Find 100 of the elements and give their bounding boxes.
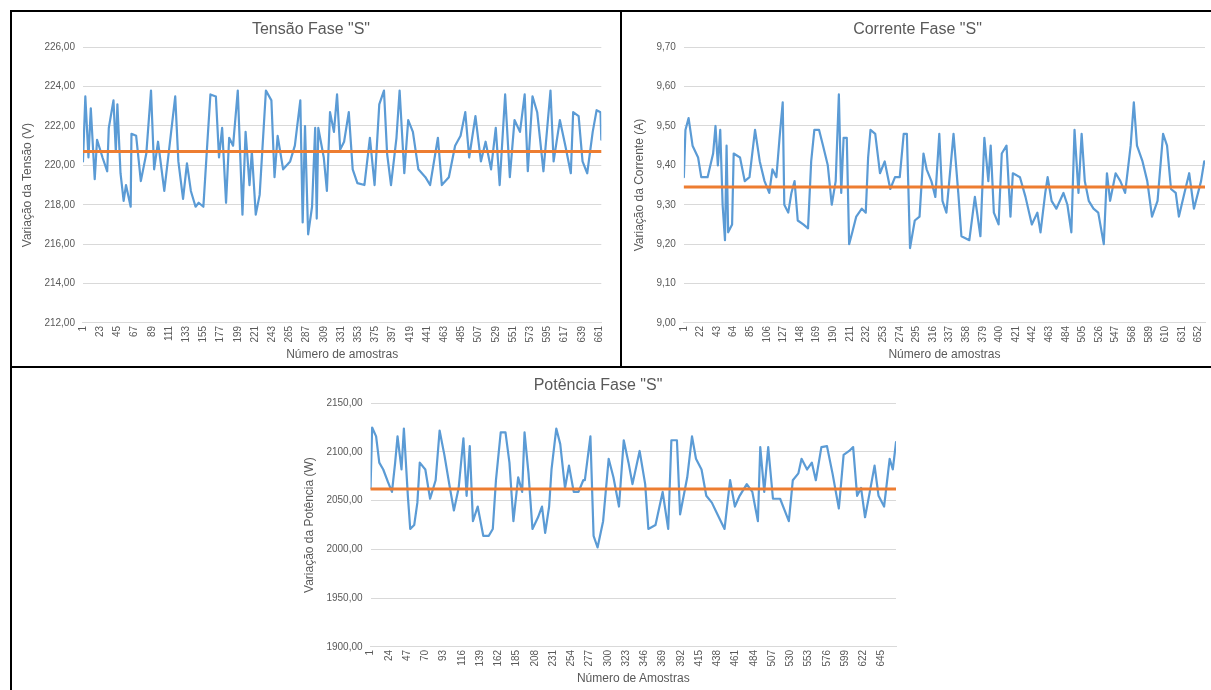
x-tick-label: 300 — [601, 649, 613, 667]
x-tick-label: 1 — [76, 325, 88, 332]
x-tick-label: 287 — [300, 325, 312, 343]
x-tick-label: 507 — [472, 325, 484, 343]
x-tick-label: 148 — [793, 325, 805, 343]
x-tick-label: 1 — [677, 325, 689, 332]
x-tick-label: 211 — [843, 325, 855, 342]
x-tick-label: 438 — [711, 649, 723, 667]
y-axis-title: Variação da Tensão (V) — [19, 122, 34, 248]
x-tick-label: 185 — [510, 649, 522, 667]
x-tick-label: 463 — [437, 325, 449, 343]
y-tick-label: 9,40 — [656, 159, 677, 171]
x-tick-label: 599 — [838, 649, 850, 667]
x-tick-label: 547 — [1109, 325, 1121, 343]
x-tick-label: 421 — [1009, 325, 1021, 343]
chart-title: Corrente Fase "S" — [853, 20, 982, 38]
x-tick-label: 106 — [760, 325, 772, 343]
y-tick-label: 220,00 — [44, 159, 76, 171]
x-tick-label: 353 — [351, 325, 363, 343]
x-tick-label: 441 — [420, 325, 432, 343]
y-tick-label: 1900,00 — [326, 640, 363, 652]
x-tick-label: 127 — [777, 325, 789, 343]
x-tick-label: 379 — [976, 325, 988, 343]
x-tick-label: 23 — [93, 325, 105, 338]
x-axis-title: Número de amostras — [888, 347, 1001, 362]
x-tick-label: 45 — [111, 325, 123, 338]
y-tick-label: 2000,00 — [326, 543, 363, 555]
x-tick-label: 392 — [674, 649, 686, 667]
y-tick-label: 214,00 — [44, 277, 76, 289]
x-tick-label: 397 — [386, 325, 398, 343]
x-tick-label: 573 — [523, 325, 535, 343]
y-axis-title: Variação da Corrente (A) — [631, 118, 646, 252]
x-tick-label: 526 — [1092, 325, 1104, 343]
y-tick-label: 9,00 — [656, 316, 677, 328]
x-tick-label: 369 — [656, 649, 668, 667]
x-tick-label: 254 — [565, 649, 577, 667]
x-tick-label: 485 — [455, 325, 467, 343]
x-tick-label: 232 — [860, 325, 872, 343]
x-tick-label: 243 — [265, 325, 277, 343]
x-tick-label: 331 — [334, 325, 346, 343]
chart-title: Potência Fase "S" — [533, 376, 663, 394]
x-tick-label: 277 — [583, 649, 595, 667]
y-tick-label: 9,70 — [656, 40, 677, 52]
x-tick-label: 323 — [619, 649, 631, 667]
x-tick-label: 484 — [1059, 325, 1071, 343]
x-tick-label: 64 — [727, 325, 739, 338]
x-tick-label: 631 — [1175, 325, 1187, 343]
x-tick-label: 346 — [638, 649, 650, 667]
x-tick-label: 190 — [827, 325, 839, 343]
y-tick-label: 1950,00 — [326, 591, 363, 603]
x-tick-label: 505 — [1076, 325, 1088, 343]
x-tick-label: 67 — [128, 325, 140, 338]
x-tick-label: 415 — [692, 649, 704, 667]
x-tick-label: 419 — [403, 325, 415, 343]
y-tick-label: 9,60 — [656, 80, 677, 92]
x-tick-label: 139 — [473, 649, 485, 667]
x-tick-label: 375 — [369, 325, 381, 343]
x-tick-label: 274 — [893, 325, 905, 343]
x-tick-label: 461 — [729, 649, 741, 667]
y-tick-label: 9,20 — [656, 237, 677, 249]
y-tick-label: 222,00 — [44, 119, 76, 131]
x-tick-label: 1 — [364, 649, 376, 656]
x-tick-label: 169 — [810, 325, 822, 343]
x-tick-label: 85 — [744, 325, 756, 338]
x-tick-label: 199 — [231, 325, 243, 343]
y-tick-label: 226,00 — [44, 40, 76, 52]
x-tick-label: 337 — [943, 325, 955, 343]
x-tick-label: 231 — [546, 649, 558, 667]
y-tick-label: 2150,00 — [326, 396, 363, 408]
x-tick-label: 595 — [541, 325, 553, 343]
y-tick-label: 2050,00 — [326, 494, 363, 506]
x-tick-label: 93 — [437, 649, 449, 662]
x-tick-label: 661 — [592, 325, 604, 343]
x-tick-label: 553 — [802, 649, 814, 667]
x-tick-label: 639 — [575, 325, 587, 343]
x-tick-label: 177 — [214, 325, 226, 343]
x-tick-label: 463 — [1042, 325, 1054, 343]
x-tick-label: 22 — [694, 325, 706, 338]
y-tick-label: 9,30 — [656, 198, 677, 210]
chart-title: Tensão Fase "S" — [251, 20, 371, 38]
x-tick-label: 652 — [1192, 325, 1204, 343]
y-tick-label: 224,00 — [44, 80, 76, 92]
x-tick-label: 622 — [857, 649, 869, 667]
x-tick-label: 309 — [317, 325, 329, 343]
x-tick-label: 530 — [784, 649, 796, 667]
y-tick-label: 212,00 — [44, 316, 76, 328]
y-tick-label: 2100,00 — [326, 445, 363, 457]
x-tick-label: 155 — [197, 325, 209, 343]
x-tick-label: 89 — [145, 325, 157, 338]
x-axis-title: Número de Amostras — [576, 671, 690, 686]
x-tick-label: 133 — [179, 325, 191, 343]
x-tick-label: 70 — [419, 649, 431, 662]
x-tick-label: 645 — [875, 649, 887, 667]
x-tick-label: 111 — [162, 325, 174, 342]
x-tick-label: 47 — [400, 649, 412, 662]
x-tick-label: 358 — [959, 325, 971, 343]
y-axis-title: Variação da Potência (W) — [301, 457, 316, 593]
x-tick-label: 295 — [910, 325, 922, 343]
x-tick-label: 484 — [747, 649, 759, 667]
x-axis-title: Número de amostras — [286, 347, 399, 362]
